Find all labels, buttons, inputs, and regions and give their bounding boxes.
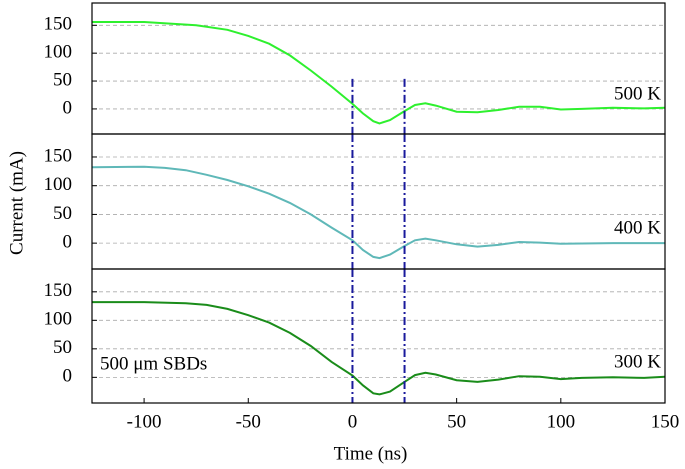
data-line — [91, 165, 665, 260]
plot-frame — [91, 2, 666, 135]
y-tick-label: 100 — [44, 42, 73, 63]
x-axis-label: Time (ns) — [334, 443, 408, 464]
y-tick-label: 0 — [63, 366, 73, 387]
data-line — [92, 21, 666, 125]
plot-frame — [91, 268, 666, 404]
y-tick-label: 50 — [53, 337, 72, 358]
y-axis-label: Current (mA) — [6, 151, 27, 255]
x-tick-label: -50 — [236, 411, 261, 432]
panel-label: 500 K — [614, 83, 661, 104]
y-tick-label: 100 — [44, 174, 73, 195]
y-tick-label: 0 — [63, 97, 73, 118]
y-tick-label: 0 — [63, 232, 73, 253]
x-tick-label: -100 — [127, 411, 162, 432]
y-tick-label: 150 — [44, 280, 73, 301]
x-tick-label: 100 — [547, 411, 576, 432]
y-tick-label: 150 — [44, 14, 73, 35]
y-tick-label: 50 — [53, 69, 72, 90]
y-tick-label: 100 — [44, 309, 73, 330]
panel-label: 400 K — [614, 218, 661, 239]
plot-frame — [91, 133, 666, 270]
x-tick-label: 0 — [348, 411, 358, 432]
panel-label: 300 K — [614, 352, 661, 373]
x-tick-label: 50 — [447, 411, 466, 432]
y-tick-label: 50 — [53, 203, 72, 224]
y-tick-label: 150 — [44, 145, 73, 166]
x-tick-label: 150 — [651, 411, 680, 432]
annotation: 500 μm SBDs — [100, 354, 207, 375]
data-line — [92, 301, 666, 396]
